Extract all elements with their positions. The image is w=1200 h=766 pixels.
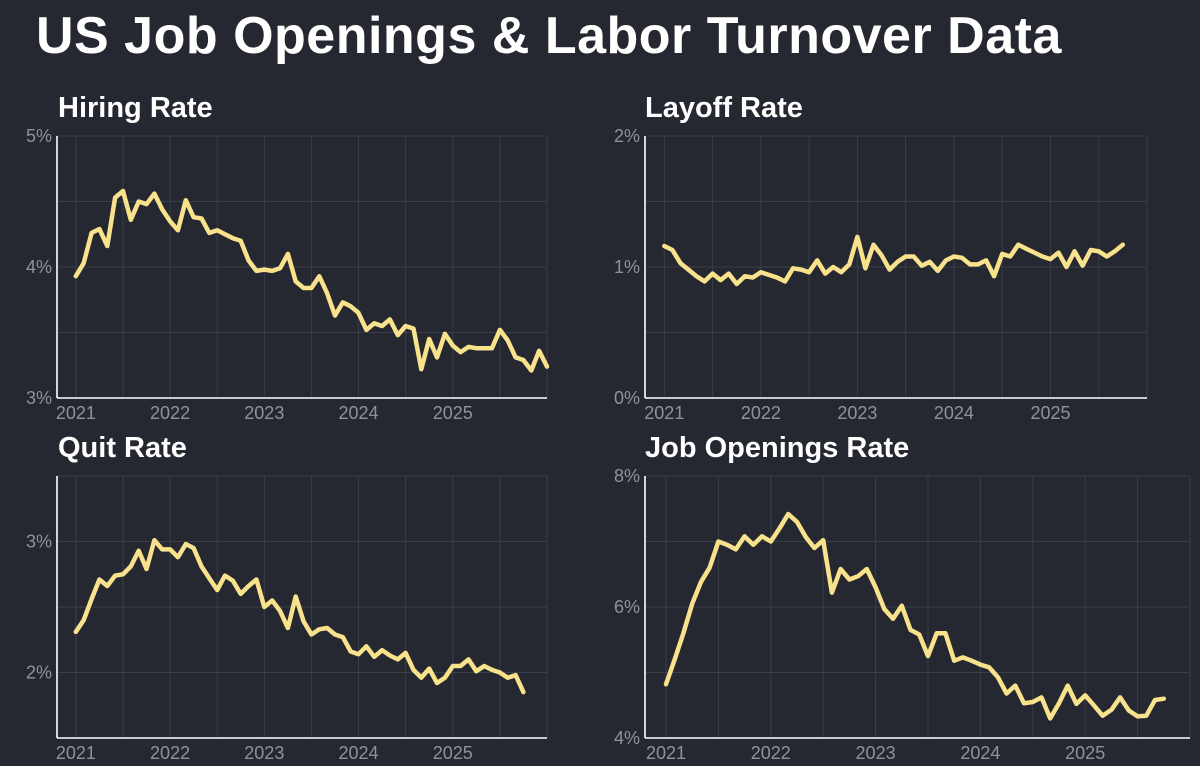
- chart-title: Hiring Rate: [58, 92, 213, 124]
- x-tick-label: 2023: [244, 403, 284, 423]
- y-tick-label: 0%: [614, 388, 640, 408]
- x-tick-label: 2022: [751, 743, 791, 763]
- series-line: [662, 234, 1126, 287]
- chart-panel-2: Layoff Rate 0% 1% 2% 2021 2022 2023 2024 2025: [614, 92, 1148, 423]
- chart-panel-4: Job Openings Rate 4% 6% 8% 2021 2022 2023 2024 2…: [614, 432, 1191, 763]
- x-tick-label: 2025: [433, 403, 473, 423]
- x-tick-label: 2021: [56, 743, 96, 763]
- y-tick-label: 2%: [614, 126, 640, 146]
- x-tick-label: 2021: [56, 403, 96, 423]
- y-tick-label: 4%: [26, 257, 52, 277]
- main-title: US Job Openings & Labor Turnover Data: [36, 7, 1062, 65]
- y-tick-label: 1%: [614, 257, 640, 277]
- x-tick-label: 2022: [150, 403, 190, 423]
- x-tick-label: 2022: [150, 743, 190, 763]
- x-tick-label: 2024: [339, 403, 379, 423]
- chart-panel-3: Quit Rate 2% 3% 2021 2022 2023 2024 2025: [26, 432, 548, 763]
- chart-title: Layoff Rate: [645, 92, 803, 124]
- y-tick-label: 2%: [26, 663, 52, 683]
- x-tick-label: 2022: [741, 403, 781, 423]
- chart-title: Quit Rate: [58, 432, 187, 464]
- x-tick-label: 2025: [1065, 743, 1105, 763]
- y-tick-label: 3%: [26, 532, 52, 552]
- series-line: [73, 537, 526, 695]
- y-tick-label: 6%: [614, 597, 640, 617]
- x-tick-label: 2023: [837, 403, 877, 423]
- x-tick-label: 2023: [856, 743, 896, 763]
- y-tick-label: 8%: [614, 466, 640, 486]
- x-tick-label: 2024: [339, 743, 379, 763]
- y-tick-label: 5%: [26, 126, 52, 146]
- x-tick-label: 2025: [1030, 403, 1070, 423]
- x-tick-label: 2021: [644, 403, 684, 423]
- series-line: [663, 511, 1167, 721]
- x-tick-label: 2024: [960, 743, 1000, 763]
- chart-title: Job Openings Rate: [645, 432, 909, 464]
- x-tick-label: 2025: [433, 743, 473, 763]
- x-tick-label: 2023: [244, 743, 284, 763]
- series-line: [73, 188, 550, 373]
- x-tick-label: 2021: [646, 743, 686, 763]
- y-tick-label: 3%: [26, 388, 52, 408]
- x-tick-label: 2024: [934, 403, 974, 423]
- y-tick-label: 4%: [614, 728, 640, 748]
- chart-panel-1: Hiring Rate 3% 4% 5% 2021 2022 2023 2024 2025: [26, 92, 550, 423]
